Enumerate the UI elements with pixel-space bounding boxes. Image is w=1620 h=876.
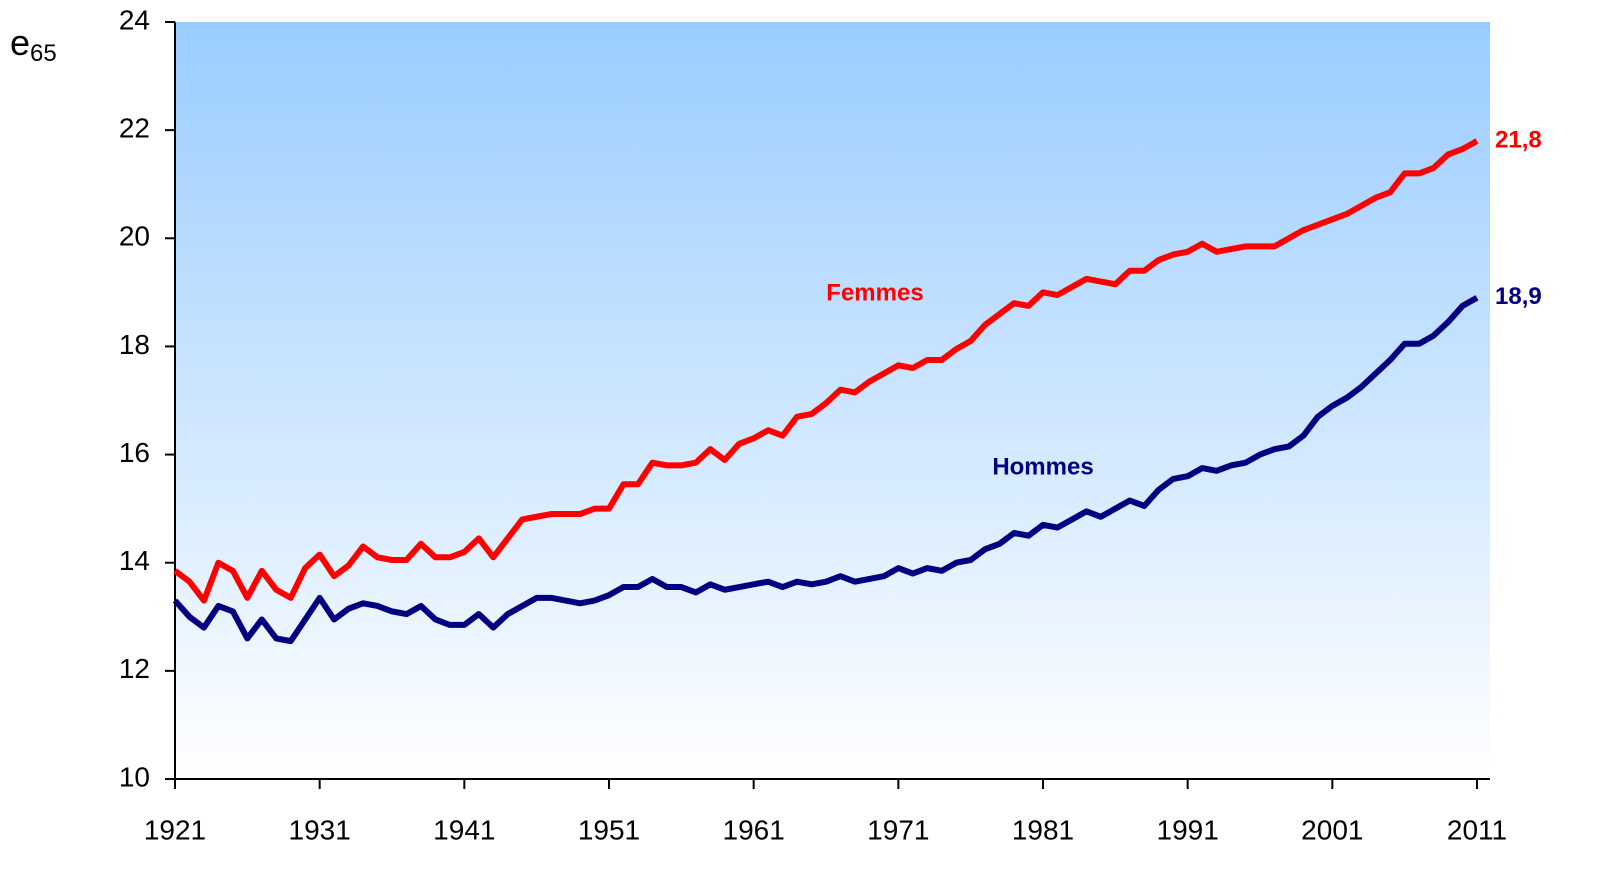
y-tick-label: 22 <box>119 113 150 144</box>
y-tick-label: 20 <box>119 221 150 252</box>
y-tick-label: 10 <box>119 761 150 792</box>
series-label: Femmes <box>826 279 923 306</box>
y-tick-label: 12 <box>119 653 150 684</box>
series-line <box>173 138 1479 604</box>
y-axis-label: e65 <box>10 22 57 68</box>
y-tick-label: 18 <box>119 329 150 360</box>
x-tick-label: 1971 <box>867 814 929 845</box>
series-label: Hommes <box>992 453 1093 480</box>
y-tick-label: 14 <box>119 545 150 576</box>
x-tick-label: 1921 <box>144 814 206 845</box>
x-tick-label: 1951 <box>578 814 640 845</box>
series-line <box>172 295 1479 645</box>
y-tick-label: 16 <box>119 437 150 468</box>
x-tick-label: 1991 <box>1157 814 1219 845</box>
value-label: 21,8 <box>1495 126 1542 153</box>
x-tick-label: 1931 <box>289 814 351 845</box>
x-tick-label: 1941 <box>433 814 495 845</box>
y-tick-label: 24 <box>119 4 150 35</box>
x-tick-label: 2011 <box>1447 814 1507 845</box>
x-tick-label: 2001 <box>1301 814 1363 845</box>
value-label: 18,9 <box>1495 283 1542 310</box>
x-tick-label: 1961 <box>723 814 785 845</box>
x-tick-label: 1981 <box>1012 814 1074 845</box>
